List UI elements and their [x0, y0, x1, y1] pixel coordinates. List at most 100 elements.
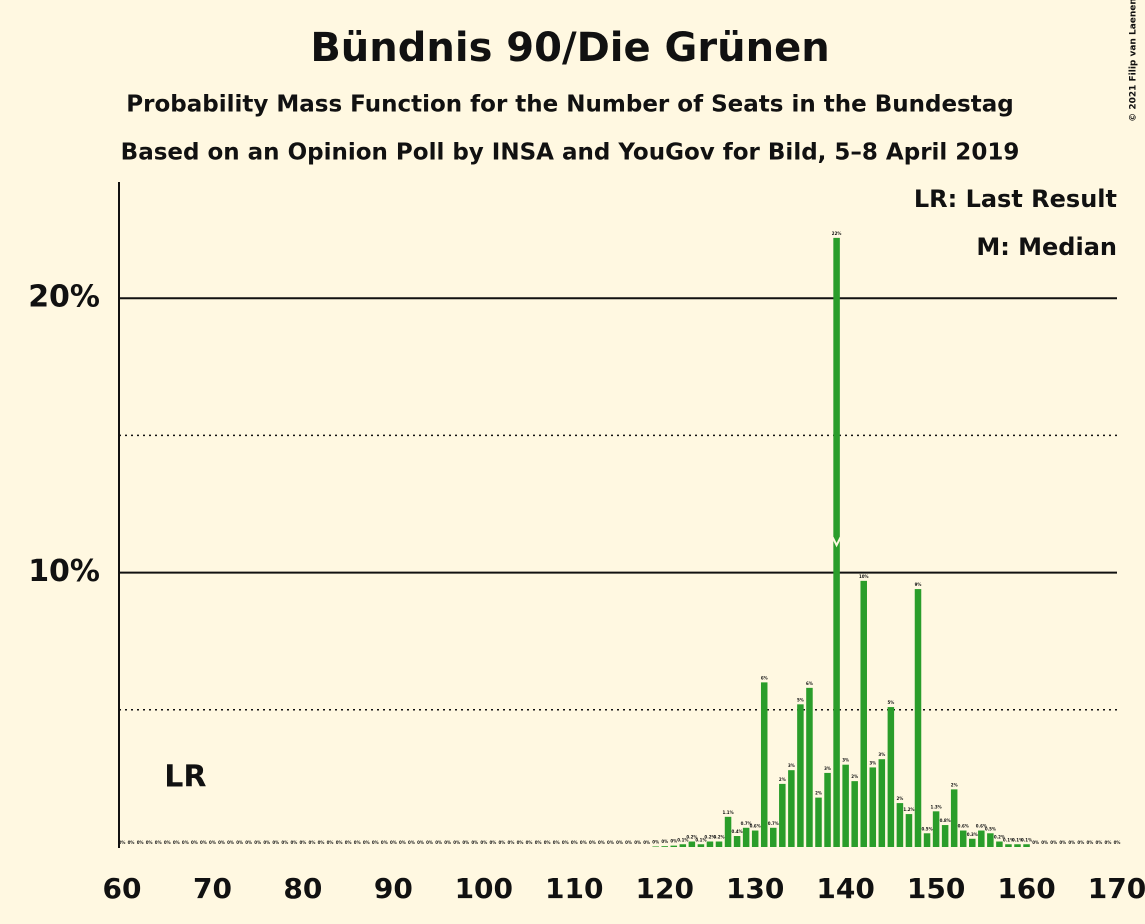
- value-label: 0%: [580, 840, 587, 845]
- x-tick-label: 70: [193, 872, 232, 905]
- value-label: 0%: [1114, 840, 1121, 845]
- value-label: 0.6%: [750, 824, 761, 829]
- value-label: 0%: [426, 840, 433, 845]
- value-label: 0.7%: [741, 821, 752, 826]
- value-label: 0%: [1077, 840, 1084, 845]
- bar: [860, 580, 867, 847]
- value-label: 2%: [951, 782, 958, 787]
- value-label: 0%: [191, 840, 198, 845]
- value-label: 0%: [1050, 840, 1057, 845]
- value-label: 3%: [824, 766, 831, 771]
- x-tick-label: 120: [636, 872, 694, 905]
- value-label: 0%: [290, 840, 297, 845]
- value-label: 0%: [173, 840, 180, 845]
- value-label: 0%: [399, 840, 406, 845]
- value-label: 0%: [526, 840, 533, 845]
- bar: [932, 811, 940, 847]
- value-label: 0.4%: [732, 829, 743, 834]
- value-label: 0.6%: [976, 824, 987, 829]
- x-tick-label: 170: [1088, 872, 1145, 905]
- value-label: 0%: [643, 840, 650, 845]
- bar: [697, 844, 705, 847]
- bar: [833, 237, 840, 847]
- x-tick-label: 130: [726, 872, 784, 905]
- value-label: 0%: [236, 840, 243, 845]
- bar: [1005, 844, 1012, 847]
- value-label: 0%: [1059, 840, 1066, 845]
- value-label: 0%: [390, 840, 397, 845]
- value-label: 0%: [544, 840, 551, 845]
- bar: [724, 816, 732, 847]
- value-label: 0%: [1105, 840, 1112, 845]
- bar: [869, 767, 877, 847]
- value-label: 0%: [245, 840, 252, 845]
- value-label: 3%: [869, 760, 876, 765]
- last-result-label: LR: [164, 760, 206, 795]
- value-label: 0%: [137, 840, 144, 845]
- value-label: 0%: [254, 840, 261, 845]
- legend-note: LR: Last Result: [914, 185, 1117, 213]
- value-label: 0%: [318, 840, 325, 845]
- value-label: 0%: [616, 840, 623, 845]
- value-label: 0.1%: [1012, 837, 1023, 842]
- value-label: 0%: [661, 839, 668, 844]
- bar: [733, 836, 741, 847]
- bar: [978, 830, 985, 847]
- value-label: 2%: [851, 774, 858, 779]
- value-label: 1.2%: [903, 807, 914, 812]
- bar: [815, 797, 822, 847]
- value-label: 0%: [263, 840, 270, 845]
- value-label: 0.6%: [958, 824, 969, 829]
- value-label: 0%: [1068, 840, 1075, 845]
- value-label: 3%: [842, 758, 849, 763]
- bar: [914, 589, 922, 847]
- value-label: 0%: [164, 840, 171, 845]
- value-label: 0.2%: [686, 835, 697, 840]
- x-tick-label: 160: [997, 872, 1055, 905]
- bar: [969, 838, 976, 847]
- value-label: 0%: [363, 840, 370, 845]
- value-label: 0%: [309, 840, 316, 845]
- value-label: 0%: [417, 840, 424, 845]
- bar: [1014, 844, 1021, 847]
- y-tick-label: 20%: [28, 280, 100, 315]
- bar: [905, 814, 913, 847]
- value-label: 5%: [887, 700, 894, 705]
- value-label: 0%: [408, 840, 415, 845]
- bar: [887, 707, 895, 847]
- value-label: 2%: [815, 791, 822, 796]
- value-label: 3%: [878, 752, 885, 757]
- value-label: 9%: [915, 582, 922, 587]
- value-label: 0%: [218, 840, 225, 845]
- bar: [842, 764, 849, 847]
- value-label: 0%: [553, 840, 560, 845]
- value-label: 0.1%: [695, 837, 706, 842]
- bar: [824, 772, 831, 847]
- value-label: 0.5%: [985, 826, 996, 831]
- value-label: 0%: [589, 840, 596, 845]
- value-label: 0%: [499, 840, 506, 845]
- bar: [779, 783, 786, 847]
- value-label: 0%: [119, 840, 126, 845]
- value-label: 0%: [471, 840, 478, 845]
- value-label: 0%: [209, 840, 216, 845]
- value-label: 0.8%: [940, 818, 951, 823]
- y-tick-label: 10%: [28, 554, 100, 589]
- value-label: 0.5%: [921, 826, 932, 831]
- value-label: 0.3%: [967, 832, 978, 837]
- value-label: 0%: [372, 840, 379, 845]
- value-label: 22%: [832, 231, 842, 236]
- bar: [941, 825, 949, 847]
- value-label: 0%: [146, 840, 153, 845]
- value-label: 0%: [625, 840, 632, 845]
- value-label: 0%: [444, 840, 451, 845]
- value-label: 0%: [1096, 840, 1103, 845]
- value-label: 0%: [182, 840, 189, 845]
- value-label: 0%: [562, 840, 569, 845]
- value-label: 2%: [779, 777, 786, 782]
- value-label: 0%: [453, 840, 460, 845]
- value-label: 0%: [517, 840, 524, 845]
- value-label: 0%: [489, 840, 496, 845]
- value-label: 0%: [462, 840, 469, 845]
